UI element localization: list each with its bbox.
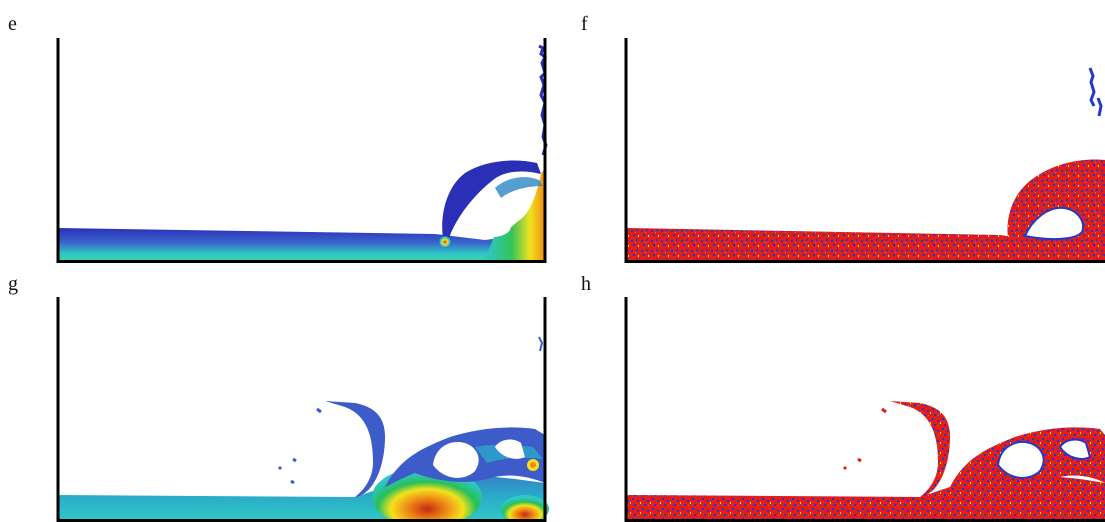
panel-f-plot <box>620 38 1105 263</box>
panel-g-plunging-jet <box>325 401 385 497</box>
panel-f-water-layer <box>627 228 1105 260</box>
panel-e-plunging-jet <box>442 160 541 238</box>
panel-label-f: f <box>581 13 588 35</box>
panel-e-plot <box>55 38 550 263</box>
panel-h-simulation <box>620 297 1105 522</box>
panel-f-simulation <box>620 38 1105 263</box>
panel-e-wave-body <box>485 168 545 260</box>
panel-label-g: g <box>8 273 18 295</box>
panel-h-plunging-jet <box>890 401 950 497</box>
panel-e-water-layer <box>59 228 545 260</box>
panel-label-h: h <box>581 273 591 295</box>
panel-g-plot <box>55 297 550 522</box>
panel-h-plot <box>620 297 1105 522</box>
panel-g-simulation <box>55 297 550 522</box>
panel-e-simulation <box>55 38 550 263</box>
panel-label-e: e <box>8 13 17 35</box>
